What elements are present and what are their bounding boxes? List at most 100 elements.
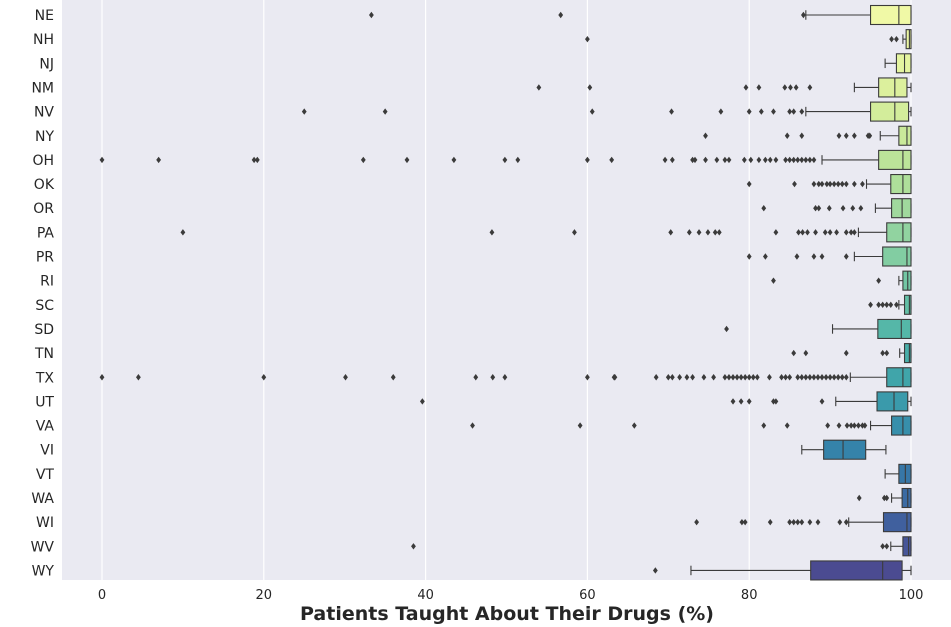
outlier-OH-17 xyxy=(722,156,728,164)
outlier-SC-4 xyxy=(888,301,894,308)
outlier-NV-10 xyxy=(799,108,805,115)
outlier-TN-4 xyxy=(884,349,890,357)
outlier-PA-14 xyxy=(822,229,828,236)
iqr-box-WI xyxy=(882,512,912,533)
iqr-box-OK xyxy=(890,174,912,195)
box-NM xyxy=(536,77,912,98)
iqr-box-NJ xyxy=(895,53,912,74)
box-OR xyxy=(761,198,912,219)
outlier-TX-34 xyxy=(803,374,809,381)
box-WV xyxy=(411,536,912,557)
outlier-PR-2 xyxy=(794,253,800,260)
iqr-box-VA xyxy=(891,415,912,436)
outlier-VA-0 xyxy=(470,422,475,429)
outlier-TN-3 xyxy=(880,349,886,357)
outlier-TX-22 xyxy=(734,374,740,381)
outlier-WI-11 xyxy=(843,518,849,526)
outlier-OH-2 xyxy=(251,156,257,164)
iqr-box-VI xyxy=(823,439,867,460)
outlier-NV-3 xyxy=(669,108,674,115)
outlier-UT-1 xyxy=(730,398,736,405)
outlier-PR-4 xyxy=(819,253,825,260)
outlier-SC-1 xyxy=(876,301,882,308)
y-tick-label-VI: VI xyxy=(40,443,54,459)
outlier-TX-0 xyxy=(99,374,105,381)
outlier-UT-0 xyxy=(419,398,425,405)
outlier-PA-4 xyxy=(686,229,692,236)
outlier-WI-6 xyxy=(795,518,801,526)
iqr-box-WY xyxy=(810,560,903,581)
y-tick-label-TN: TN xyxy=(34,346,54,362)
x-tick-label-100: 100 xyxy=(899,588,924,603)
y-tick-label-WY: WY xyxy=(32,563,55,579)
box-UT xyxy=(419,391,912,412)
outlier-PA-3 xyxy=(668,229,674,236)
outlier-TX-44 xyxy=(843,374,849,381)
outlier-NY-5 xyxy=(851,132,857,139)
outlier-OH-30 xyxy=(803,156,809,164)
outlier-TX-43 xyxy=(839,374,845,381)
outlier-OH-7 xyxy=(502,156,508,164)
iqr-box-PA xyxy=(886,222,912,243)
iqr-box-TN xyxy=(903,343,912,364)
x-tick-label-0: 0 xyxy=(98,588,106,603)
outlier-OH-26 xyxy=(787,156,793,164)
outlier-OH-21 xyxy=(756,156,762,164)
outlier-OR-2 xyxy=(816,205,822,212)
outlier-OH-23 xyxy=(767,156,773,164)
outlier-TX-29 xyxy=(779,374,784,381)
outlier-OH-24 xyxy=(773,156,779,164)
box-TX xyxy=(99,367,912,388)
outlier-PA-12 xyxy=(805,229,810,236)
outlier-OH-31 xyxy=(807,156,813,164)
outlier-TX-41 xyxy=(831,374,837,381)
outlier-NE-2 xyxy=(801,11,806,19)
outlier-NV-4 xyxy=(718,108,724,115)
outlier-NM-2 xyxy=(743,84,749,91)
outlier-TX-18 xyxy=(711,374,717,381)
outlier-WV-0 xyxy=(411,543,416,550)
iqr-box-WA xyxy=(901,487,912,509)
outlier-PA-19 xyxy=(851,229,857,236)
box-NH xyxy=(585,29,912,50)
iqr-box-OR xyxy=(891,198,912,219)
outlier-WI-2 xyxy=(742,518,748,526)
outlier-WI-5 xyxy=(791,518,797,526)
outlier-OH-28 xyxy=(795,156,801,164)
outlier-OH-19 xyxy=(741,156,747,164)
y-tick-label-VA: VA xyxy=(36,419,55,435)
iqr-box-NV xyxy=(869,101,910,122)
iqr-box-UT xyxy=(876,391,909,412)
outlier-OR-1 xyxy=(813,205,818,212)
outlier-OH-15 xyxy=(703,156,708,164)
box-TN xyxy=(791,343,912,364)
y-tick-label-NE: NE xyxy=(35,8,54,24)
box-WI xyxy=(694,512,912,533)
outlier-VA-7 xyxy=(844,422,850,429)
box-series xyxy=(99,4,912,581)
outlier-OH-13 xyxy=(690,156,695,164)
outlier-WI-10 xyxy=(837,518,843,526)
iqr-box-TX xyxy=(886,367,912,388)
outlier-NY-4 xyxy=(843,132,849,139)
outlier-UT-3 xyxy=(746,398,752,405)
box-NV xyxy=(301,101,912,122)
outlier-PR-3 xyxy=(811,253,817,260)
outlier-PR-0 xyxy=(746,253,752,260)
outlier-NV-1 xyxy=(382,108,388,115)
outlier-NV-0 xyxy=(301,108,307,115)
outlier-NV-8 xyxy=(787,108,793,115)
outlier-TN-1 xyxy=(803,349,809,357)
outlier-PA-8 xyxy=(716,229,722,236)
outlier-OH-4 xyxy=(360,156,366,164)
outlier-SC-5 xyxy=(894,301,899,308)
outlier-OK-6 xyxy=(827,180,833,188)
y-tick-label-NM: NM xyxy=(31,80,54,96)
iqr-box-RI xyxy=(902,270,912,291)
outlier-SD-0 xyxy=(724,325,729,333)
outlier-WI-3 xyxy=(767,518,773,526)
outlier-TX-38 xyxy=(819,374,825,381)
x-tick-labels: 0 20 40 60 80 100 xyxy=(98,588,924,603)
outlier-OH-27 xyxy=(791,156,797,164)
